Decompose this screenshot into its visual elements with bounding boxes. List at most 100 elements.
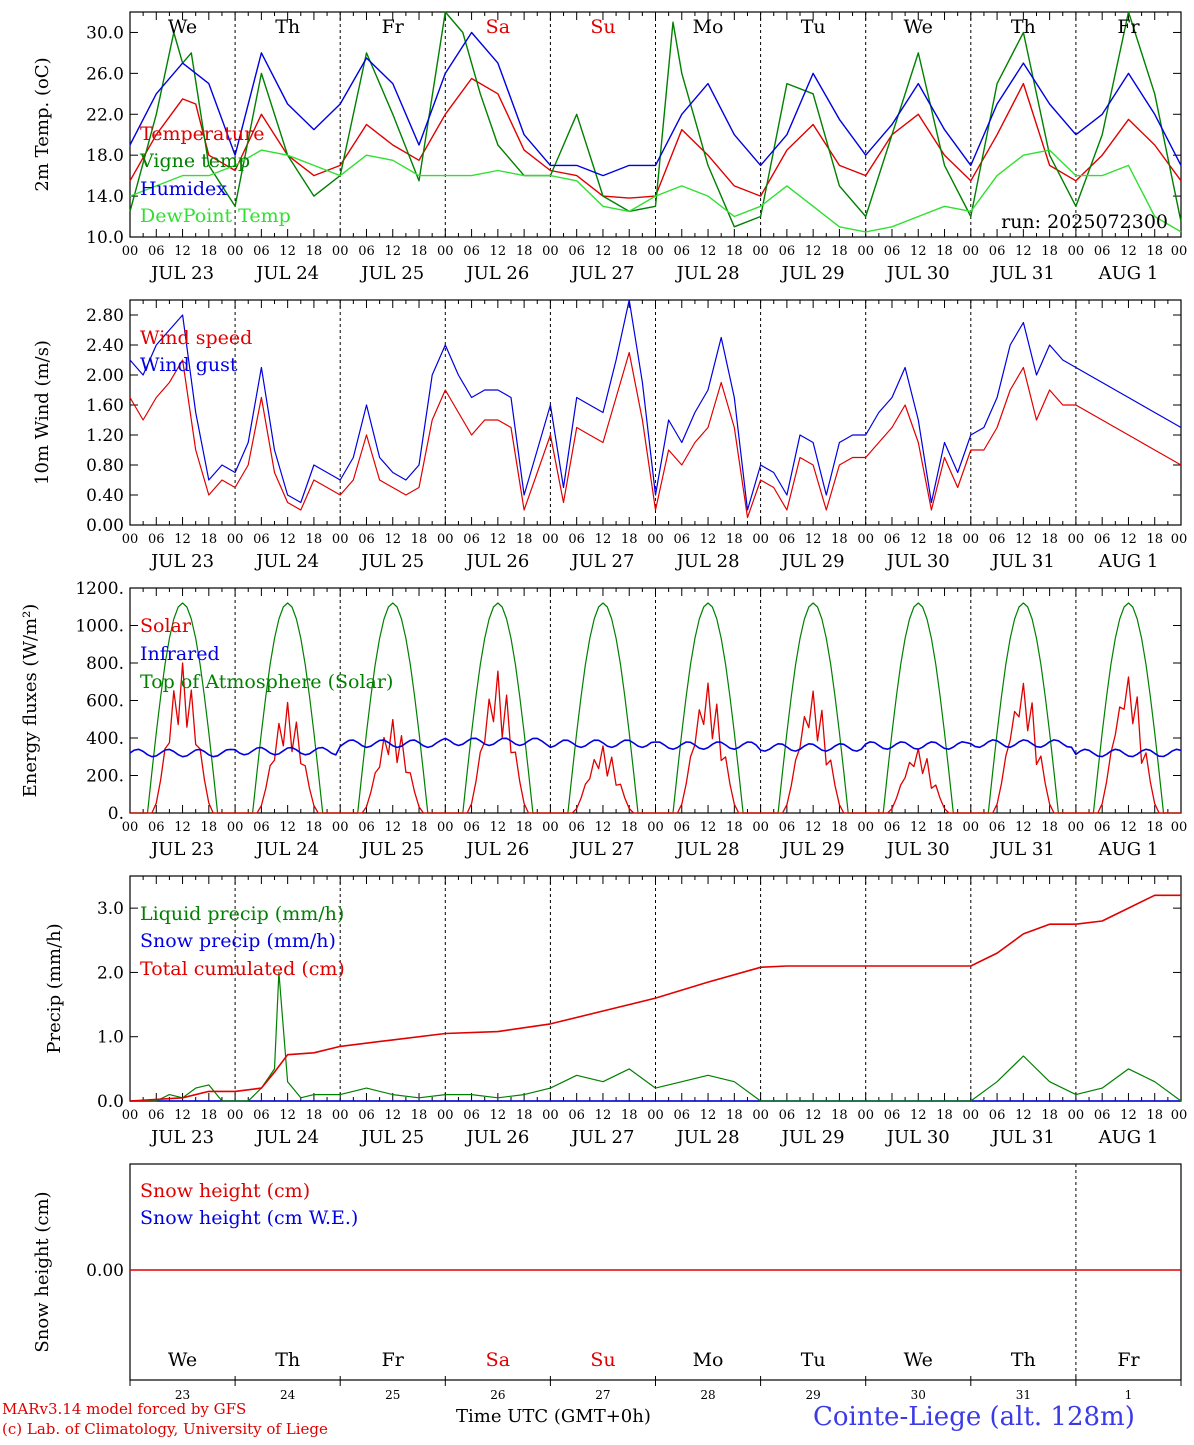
x-axis-label: Time UTC (GMT+0h) xyxy=(456,1406,651,1427)
hour-tick-label: 18 xyxy=(831,820,848,835)
hour-tick-label: 00 xyxy=(332,244,349,259)
hour-tick-label: 06 xyxy=(148,1108,165,1123)
hour-tick-label: 18 xyxy=(726,820,743,835)
hour-tick-label: 00 xyxy=(647,244,664,259)
y-tick-label: 1.0 xyxy=(97,1028,124,1048)
hour-tick-label: 00 xyxy=(542,1108,559,1123)
legend-0-1: Vigne temp xyxy=(139,150,250,172)
weekday-bottom-label: We xyxy=(904,1349,933,1371)
y-tick-label: 2.80 xyxy=(86,306,124,326)
legend-3-0: Liquid precip (mm/h) xyxy=(140,903,344,925)
hour-tick-label: 00 xyxy=(437,244,454,259)
date-label: JUL 30 xyxy=(885,263,950,284)
hour-tick-label: 12 xyxy=(174,1108,191,1123)
y-tick-label: 1.20 xyxy=(86,426,124,446)
y-tick-label: 0. xyxy=(108,804,124,824)
hour-tick-label: 18 xyxy=(726,244,743,259)
hour-tick-label: 06 xyxy=(884,244,901,259)
hour-tick-label: 06 xyxy=(1094,532,1111,547)
legend-1-0: Wind speed xyxy=(140,327,252,349)
hour-tick-label: 06 xyxy=(358,820,375,835)
date-label: JUL 27 xyxy=(569,1127,634,1148)
hour-tick-label: 00 xyxy=(857,1108,874,1123)
ylabel-energy: Energy fluxes (W/m²) xyxy=(20,604,41,798)
legend-3-1: Snow precip (mm/h) xyxy=(140,930,336,952)
hour-tick-label: 12 xyxy=(1015,244,1032,259)
hour-tick-label: 18 xyxy=(201,1108,218,1123)
station-name: Cointe-Liege (alt. 128m) xyxy=(813,1402,1135,1432)
date-label: JUL 30 xyxy=(885,551,950,572)
hour-tick-label: 12 xyxy=(1015,820,1032,835)
hour-tick-label: 12 xyxy=(595,532,612,547)
date-label: JUL 29 xyxy=(780,1127,845,1148)
hour-tick-label: 00 xyxy=(647,820,664,835)
hour-tick-label: 12 xyxy=(595,1108,612,1123)
hour-tick-label: 00 xyxy=(122,1108,139,1123)
hour-tick-label: 18 xyxy=(1146,532,1163,547)
y-tick-label: 2.00 xyxy=(86,366,124,386)
run-label: run: 2025072300 xyxy=(1001,211,1168,233)
hour-tick-label: 00 xyxy=(752,1108,769,1123)
y-tick-label: 1200. xyxy=(75,579,124,599)
series-infrared xyxy=(129,737,1182,758)
hour-tick-label: 00 xyxy=(122,532,139,547)
date-label: JUL 29 xyxy=(780,263,845,284)
hour-tick-label: 00 xyxy=(963,244,980,259)
hour-tick-label: 18 xyxy=(306,532,323,547)
hour-tick-label: 12 xyxy=(384,532,401,547)
hour-tick-label: 12 xyxy=(174,532,191,547)
daynum-label: 26 xyxy=(490,1388,505,1402)
hour-tick-label: 18 xyxy=(411,532,428,547)
hour-tick-label: 12 xyxy=(595,820,612,835)
hour-tick-label: 18 xyxy=(936,244,953,259)
hour-tick-label: 00 xyxy=(857,532,874,547)
hour-tick-label: 00 xyxy=(437,820,454,835)
date-label: JUL 27 xyxy=(569,839,634,860)
hour-tick-label: 18 xyxy=(306,244,323,259)
weekday-top-label: We xyxy=(904,16,933,38)
hour-tick-label: 18 xyxy=(1041,1108,1058,1123)
hour-tick-label: 06 xyxy=(253,820,270,835)
weekday-top-label: Su xyxy=(590,16,615,38)
hour-tick-label: 00 xyxy=(1171,1108,1188,1123)
hour-tick-label: 06 xyxy=(148,532,165,547)
hour-tick-label: 18 xyxy=(1146,820,1163,835)
hour-tick-label: 18 xyxy=(1041,532,1058,547)
date-label: JUL 28 xyxy=(675,551,740,572)
date-label: AUG 1 xyxy=(1098,551,1159,572)
date-label: JUL 23 xyxy=(149,263,214,284)
date-label: JUL 25 xyxy=(359,263,424,284)
hour-tick-label: 00 xyxy=(227,532,244,547)
hour-tick-label: 18 xyxy=(516,1108,533,1123)
hour-tick-label: 18 xyxy=(936,532,953,547)
date-label: JUL 24 xyxy=(254,839,319,860)
hour-tick-label: 06 xyxy=(884,532,901,547)
daynum-label: 23 xyxy=(175,1388,190,1402)
hour-tick-label: 18 xyxy=(516,244,533,259)
hour-tick-label: 18 xyxy=(1041,244,1058,259)
hour-tick-label: 00 xyxy=(1068,1108,1085,1123)
hour-tick-label: 00 xyxy=(752,820,769,835)
weekday-top-label: Tu xyxy=(801,16,826,38)
hour-tick-label: 12 xyxy=(174,820,191,835)
hour-tick-label: 18 xyxy=(1041,820,1058,835)
legend-0-3: DewPoint Temp xyxy=(140,205,291,227)
daynum-label: 27 xyxy=(595,1388,610,1402)
date-label: JUL 28 xyxy=(675,1127,740,1148)
weekday-bottom-label: Mo xyxy=(693,1349,724,1371)
hour-tick-label: 06 xyxy=(884,820,901,835)
hour-tick-label: 18 xyxy=(831,1108,848,1123)
weekday-top-label: Mo xyxy=(693,16,724,38)
date-label: JUL 25 xyxy=(359,551,424,572)
hour-tick-label: 06 xyxy=(568,244,585,259)
hour-tick-label: 06 xyxy=(1094,1108,1111,1123)
hour-tick-label: 00 xyxy=(332,532,349,547)
date-label: JUL 25 xyxy=(359,1127,424,1148)
hour-tick-label: 00 xyxy=(1068,532,1085,547)
hour-tick-label: 12 xyxy=(1120,820,1137,835)
hour-tick-label: 12 xyxy=(700,1108,717,1123)
date-label: JUL 29 xyxy=(780,551,845,572)
hour-tick-label: 12 xyxy=(490,532,507,547)
hour-tick-label: 18 xyxy=(306,820,323,835)
hour-tick-label: 06 xyxy=(463,1108,480,1123)
